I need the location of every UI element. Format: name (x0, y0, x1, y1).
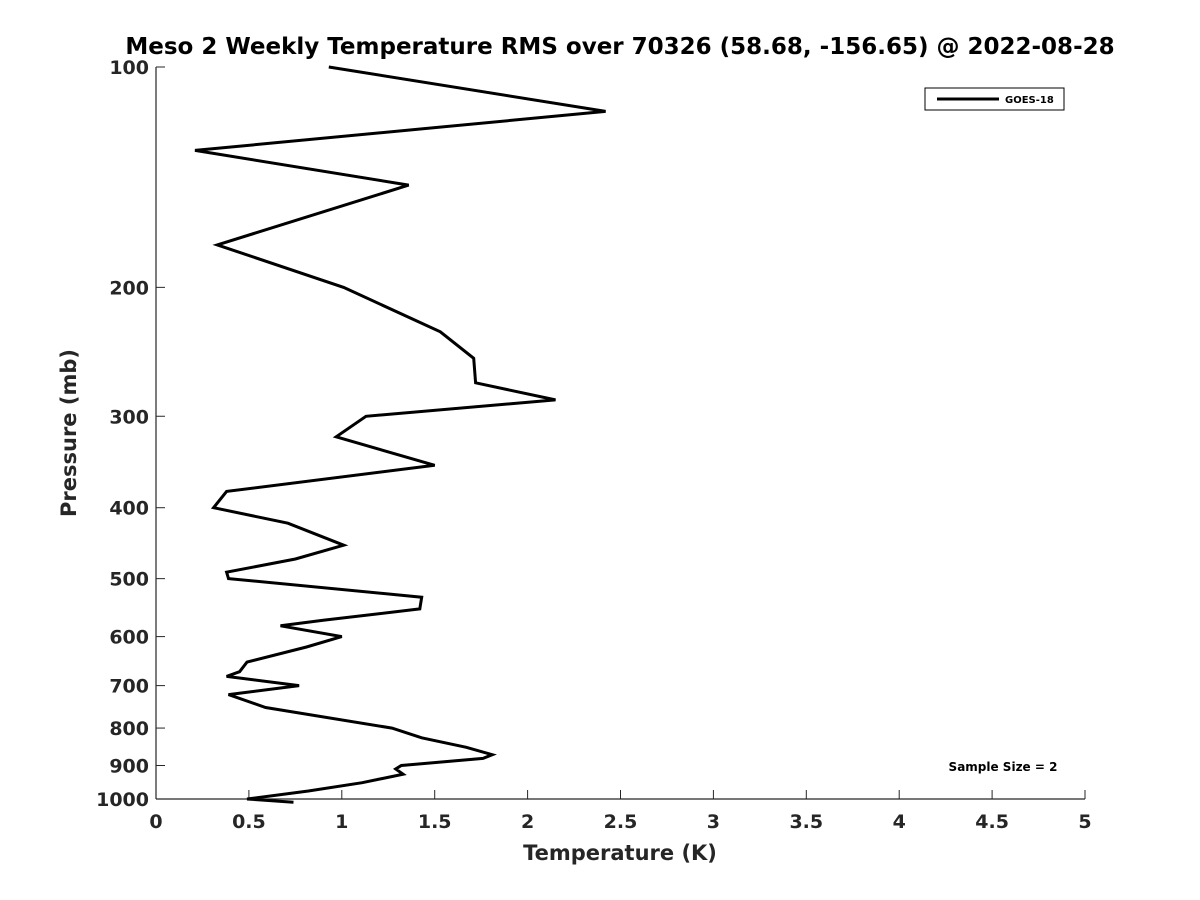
x-axis-label: Temperature (K) (523, 841, 717, 865)
x-tick-label: 1.5 (418, 811, 452, 833)
x-tick-label: 3 (707, 811, 720, 833)
y-tick-label: 500 (109, 569, 149, 591)
y-tick-label: 800 (109, 718, 149, 740)
series-line-goes-18 (194, 65, 606, 804)
x-tick-label: 5 (1078, 811, 1091, 833)
legend-entry-goes-18: GOES-18 (1005, 95, 1054, 106)
x-tick-label: 0.5 (232, 811, 266, 833)
plot-axes (155, 67, 1085, 800)
x-tick-label: 3.5 (789, 811, 823, 833)
y-tick-label: 900 (109, 756, 149, 778)
y-axis-label: Pressure (mb) (57, 349, 81, 517)
x-tick-label: 0 (149, 811, 162, 833)
sample-size-annotation: Sample Size = 2 (949, 760, 1058, 774)
y-tick-label: 600 (109, 627, 149, 649)
x-tick-label: 1 (335, 811, 348, 833)
x-tick-label: 2.5 (604, 811, 638, 833)
y-tick-label: 700 (109, 676, 149, 698)
y-tick-label: 1000 (96, 789, 149, 811)
legend: GOES-18 (924, 87, 1065, 111)
y-tick-label: 300 (109, 406, 149, 428)
x-tick-label: 4.5 (975, 811, 1009, 833)
x-axis-ticks: 0 0.5 1 1.5 2 2.5 3 3.5 4 4.5 5 (149, 790, 1092, 833)
chart-title: Meso 2 Weekly Temperature RMS over 70326… (125, 34, 1114, 60)
y-tick-label: 400 (109, 498, 149, 520)
x-tick-label: 2 (521, 811, 534, 833)
series-lines (194, 65, 606, 804)
y-axis-ticks: 100 200 300 400 500 600 700 800 900 1000 (96, 57, 165, 811)
x-tick-label: 4 (893, 811, 906, 833)
y-tick-label: 200 (109, 277, 149, 299)
y-tick-label: 100 (109, 57, 149, 79)
